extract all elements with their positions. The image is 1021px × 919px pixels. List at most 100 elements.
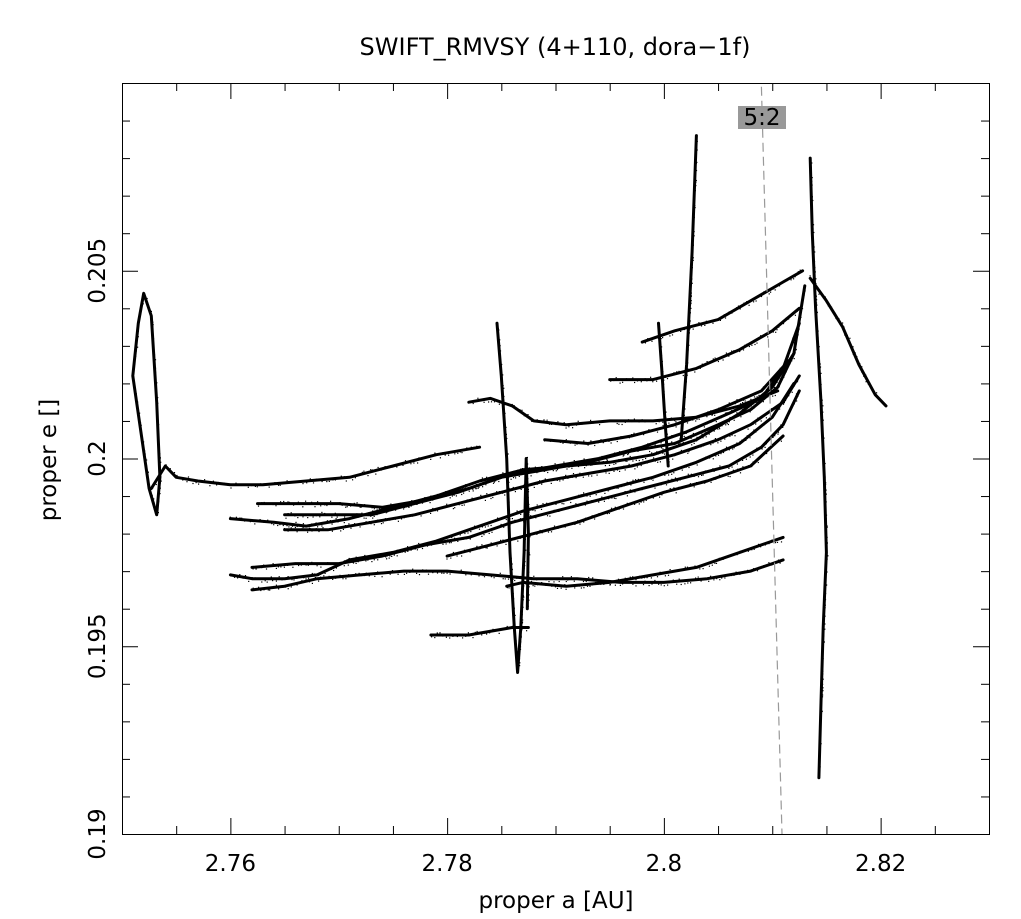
- data-point: [411, 500, 413, 502]
- data-point: [355, 573, 357, 575]
- data-point: [603, 500, 605, 502]
- data-point: [587, 463, 589, 465]
- data-point: [798, 329, 800, 331]
- data-point: [587, 444, 589, 446]
- data-point: [157, 434, 159, 436]
- data-point: [812, 260, 814, 262]
- data-point: [380, 507, 382, 509]
- data-point: [767, 412, 769, 414]
- data-point: [691, 368, 693, 371]
- data-point: [746, 435, 748, 437]
- data-point: [824, 470, 826, 472]
- data-point: [615, 487, 618, 489]
- data-point: [704, 431, 706, 433]
- data-point: [536, 483, 538, 485]
- data-point: [270, 576, 272, 578]
- data-point: [546, 502, 548, 504]
- data-point: [488, 477, 490, 479]
- data-point: [608, 512, 610, 514]
- data-point: [690, 582, 692, 584]
- data-point: [481, 634, 483, 636]
- data-point: [326, 528, 329, 530]
- data-point: [139, 422, 142, 424]
- data-point: [252, 568, 254, 570]
- data-point: [486, 476, 488, 478]
- data-point: [674, 455, 676, 457]
- data-point: [322, 527, 324, 529]
- data-point: [654, 579, 656, 582]
- data-point: [503, 387, 505, 389]
- data-point: [353, 502, 355, 504]
- data-point: [555, 503, 557, 505]
- data-point: [646, 445, 648, 448]
- data-point: [512, 472, 514, 474]
- data-point: [697, 566, 699, 568]
- data-point: [774, 289, 776, 291]
- data-point: [531, 420, 533, 422]
- data-point: [637, 478, 639, 480]
- data-point: [407, 506, 409, 508]
- data-point: [305, 580, 307, 582]
- data-point: [399, 463, 401, 465]
- data-point: [547, 471, 549, 474]
- data-point: [251, 577, 253, 579]
- data-point: [754, 450, 757, 452]
- data-point: [508, 495, 510, 497]
- data-point: [230, 487, 232, 489]
- data-point: [486, 481, 488, 483]
- data-point: [719, 428, 721, 430]
- data-point: [692, 243, 694, 245]
- data-point: [507, 487, 509, 490]
- data-point: [616, 454, 618, 456]
- data-point: [275, 567, 277, 569]
- data-point: [768, 390, 770, 392]
- data-point: [592, 577, 594, 579]
- data-point: [678, 328, 680, 331]
- data-point: [626, 435, 628, 437]
- data-point: [669, 488, 671, 490]
- data-point: [685, 432, 687, 434]
- data-point: [311, 572, 313, 575]
- data-point: [318, 574, 320, 577]
- data-point: [137, 416, 139, 418]
- data-point: [158, 452, 160, 454]
- data-point: [379, 512, 381, 514]
- data-point: [511, 518, 513, 520]
- data-point: [425, 569, 427, 571]
- data-point: [361, 512, 363, 514]
- data-point: [629, 455, 631, 458]
- data-point: [811, 214, 813, 216]
- data-point: [797, 334, 799, 336]
- data-point: [324, 479, 326, 481]
- data-point: [706, 416, 708, 418]
- data-point: [159, 473, 161, 475]
- data-point: [263, 483, 265, 485]
- data-point: [590, 464, 592, 466]
- data-point: [523, 567, 525, 569]
- data-point: [360, 506, 363, 508]
- data-point: [498, 329, 500, 331]
- data-point: [146, 297, 148, 300]
- data-point: [820, 292, 822, 294]
- data-point: [500, 370, 502, 372]
- data-point: [442, 506, 444, 508]
- data-point: [824, 477, 826, 479]
- data-point: [646, 462, 648, 464]
- data-point: [731, 466, 733, 468]
- data-point: [811, 196, 813, 198]
- data-point: [635, 490, 637, 492]
- data-point: [825, 592, 827, 595]
- data-point: [499, 353, 501, 355]
- data-point: [539, 529, 541, 532]
- data-point: [302, 523, 304, 525]
- data-point: [676, 570, 678, 572]
- data-point: [682, 442, 684, 444]
- data-point: [445, 537, 447, 540]
- data-point: [341, 504, 343, 506]
- data-point: [152, 484, 154, 486]
- data-point: [135, 344, 137, 346]
- data-point: [334, 479, 336, 481]
- data-point: [816, 345, 819, 347]
- data-point: [559, 480, 561, 482]
- data-point: [712, 358, 714, 360]
